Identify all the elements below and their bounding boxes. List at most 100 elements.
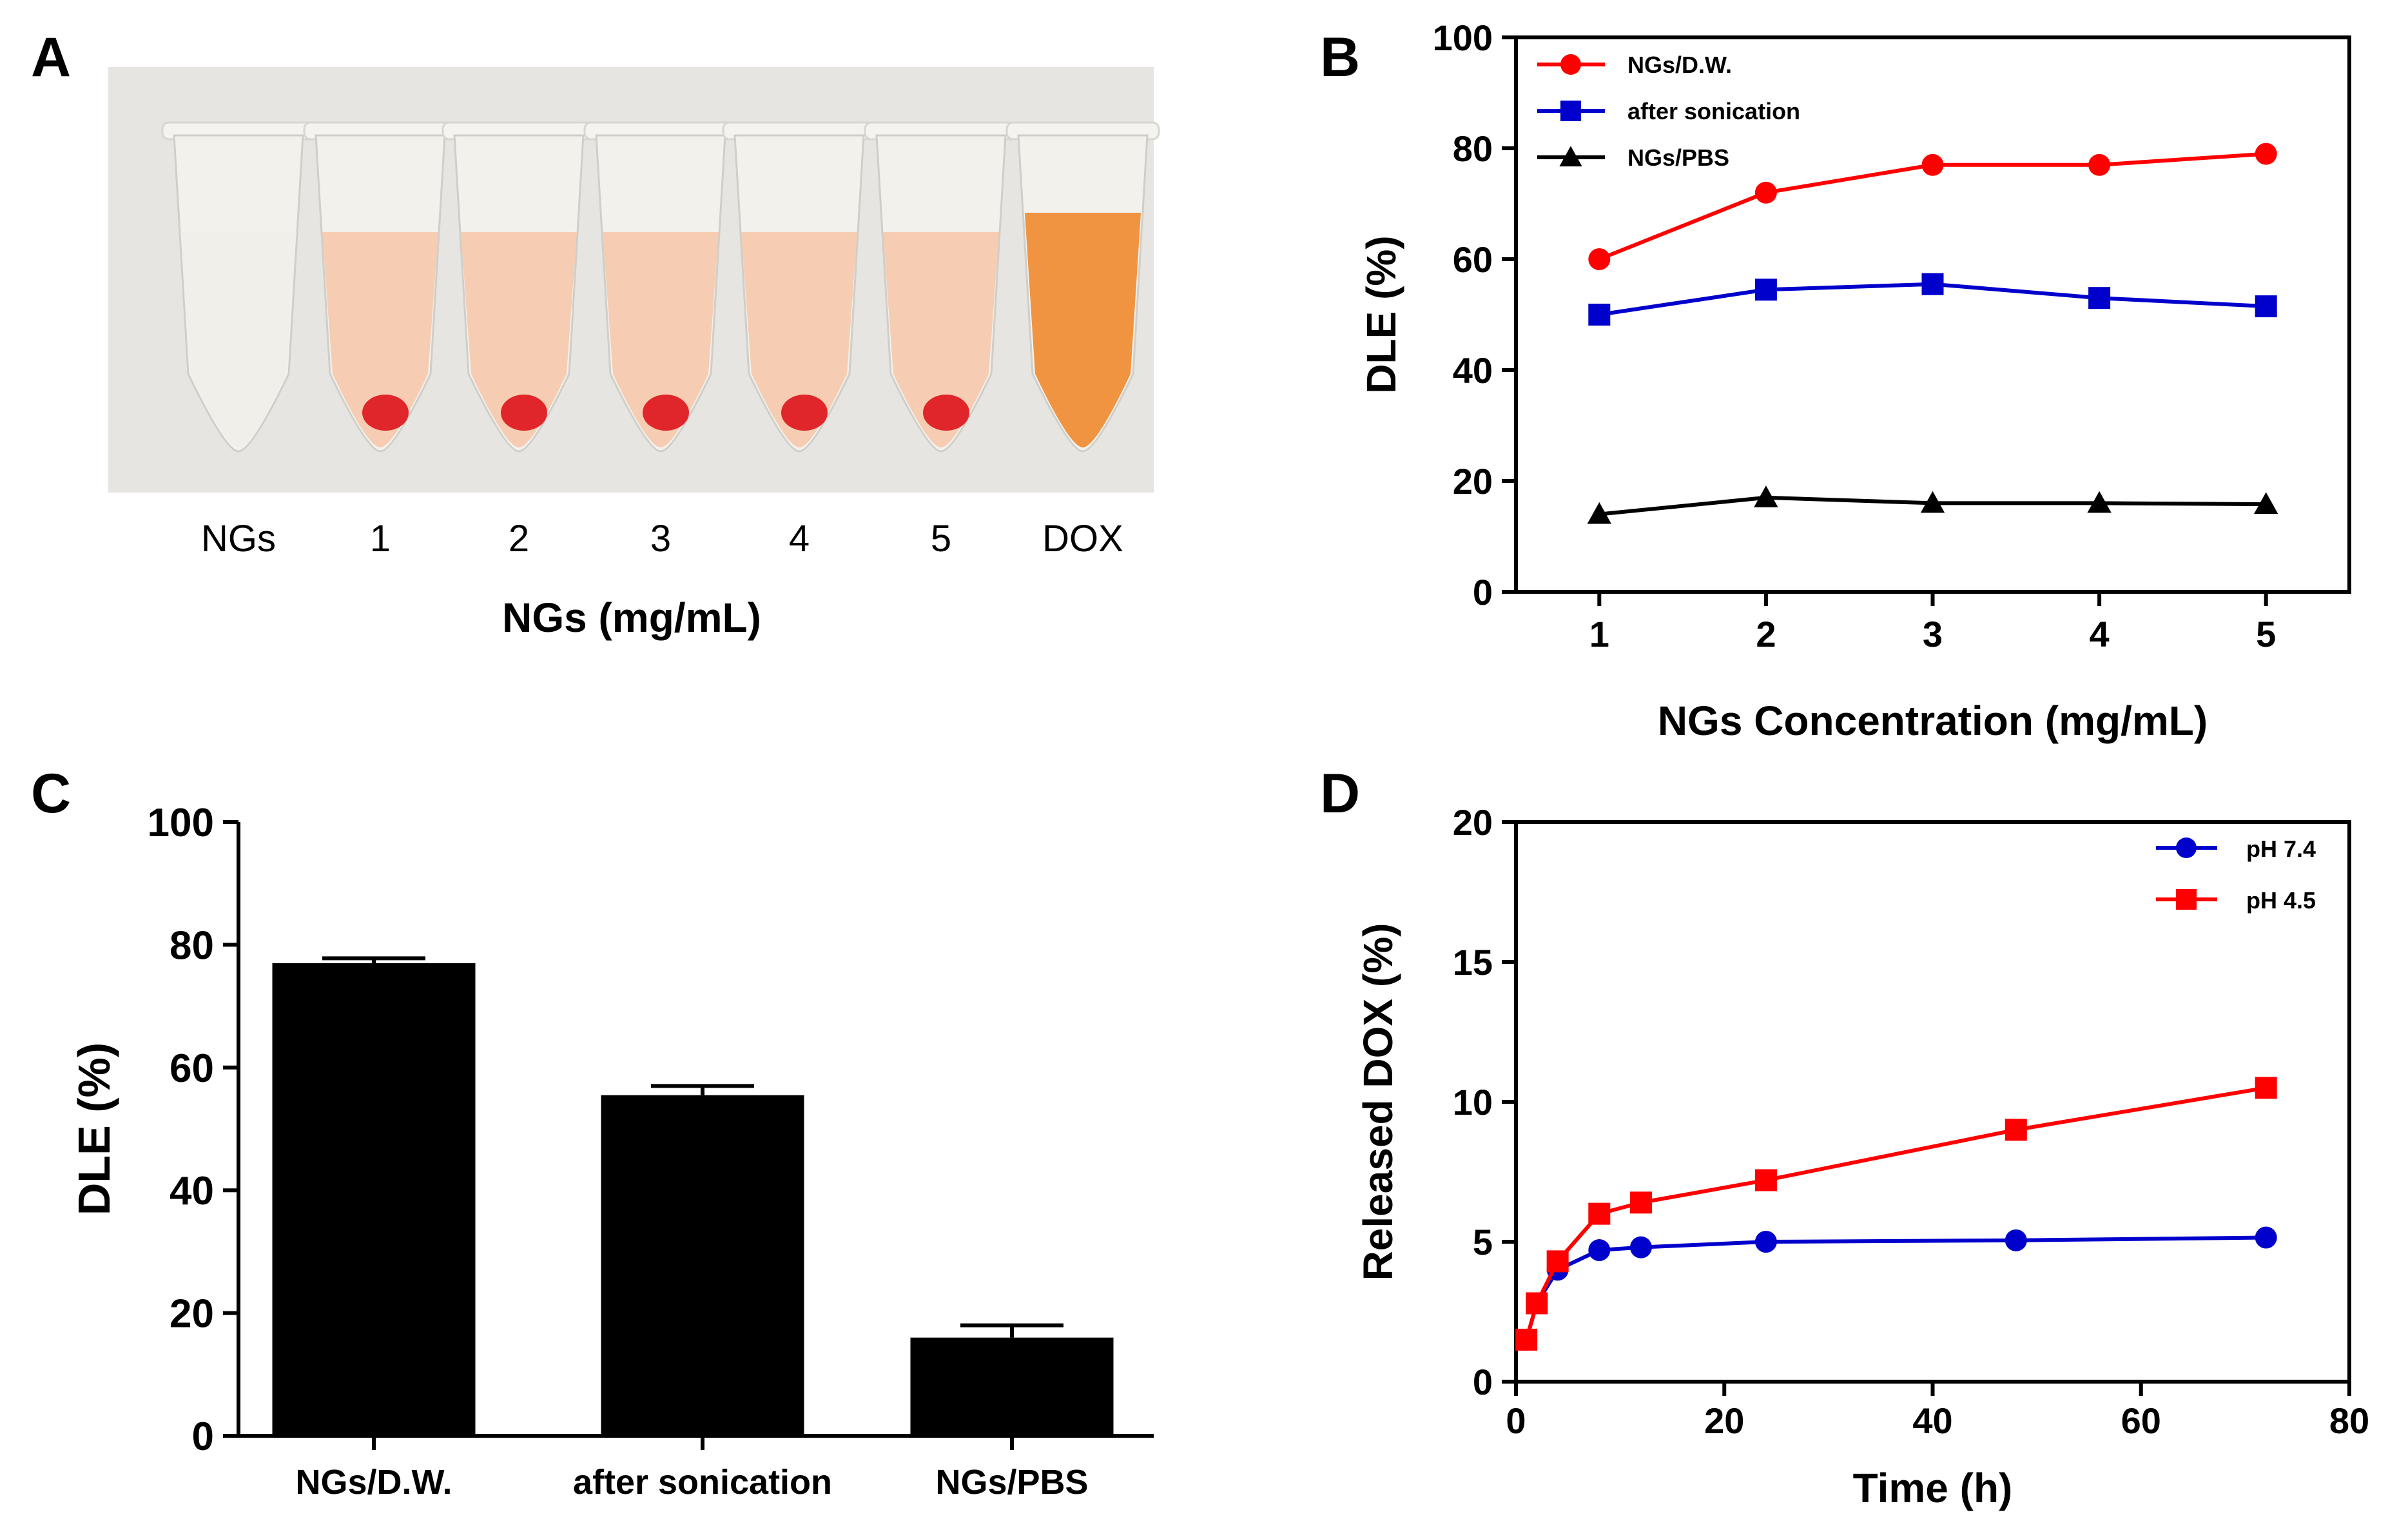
data-point	[2255, 295, 2277, 318]
tube	[583, 121, 738, 453]
chart-c: 0 20 40 60 80 100 DLE (%) NGs/D.W. after sonicat…	[69, 801, 1154, 1502]
bar	[601, 1095, 804, 1436]
data-point	[1629, 1191, 1652, 1214]
data-point	[2088, 153, 2111, 176]
legend-marker	[1560, 54, 1581, 75]
tube-liquid	[461, 232, 577, 447]
tube-label: 4	[789, 518, 810, 560]
data-point	[2088, 287, 2111, 309]
x-axis-label: NGs Concentration (mg/mL)	[1658, 698, 2208, 744]
tube-liquid	[741, 232, 857, 447]
tube-label: 1	[370, 518, 391, 560]
tube-label: DOX	[1042, 518, 1123, 560]
y-tick-label: 40	[170, 1169, 214, 1213]
tube-liquid	[322, 232, 438, 447]
data-point	[2087, 491, 2112, 513]
x-tick-label: 0	[1506, 1400, 1526, 1441]
legend-marker	[1560, 101, 1581, 121]
y-tick-label: 5	[1473, 1222, 1493, 1262]
data-point	[1754, 485, 1778, 507]
red-pellet	[923, 395, 969, 431]
tube	[1005, 121, 1160, 453]
red-pellet	[643, 395, 689, 431]
tube-label: 2	[509, 518, 529, 560]
data-point	[1754, 279, 1777, 301]
tube-liquid	[603, 232, 719, 447]
data-point	[1515, 1328, 1538, 1351]
panel-label-d: D	[1320, 763, 1360, 825]
data-point	[1921, 153, 1944, 176]
x-tick-label: 60	[2121, 1400, 2161, 1441]
data-point	[1754, 1169, 1777, 1191]
y-tick-label: 20	[1453, 461, 1493, 502]
panel-label-a: A	[31, 26, 71, 88]
x-tick-label: 20	[1704, 1400, 1744, 1441]
y-tick-label: 80	[170, 923, 214, 968]
tube-label: 3	[650, 518, 671, 560]
y-tick-label: 100	[1433, 17, 1493, 58]
y-tick-label: 80	[1453, 128, 1493, 169]
data-point	[2005, 1229, 2027, 1251]
data-point	[1921, 273, 1944, 295]
data-point	[1587, 502, 1611, 524]
panel-label-b: B	[1320, 26, 1360, 88]
bar	[272, 963, 476, 1436]
legend-marker	[2176, 837, 2197, 858]
x-tick-label: 5	[2256, 614, 2276, 654]
x-axis-label: Time (h)	[1853, 1465, 2013, 1511]
tube-label: 5	[931, 518, 951, 560]
data-point	[1920, 491, 1945, 513]
data-point	[1526, 1292, 1548, 1315]
legend-marker	[2176, 889, 2197, 910]
tube-label: NGs	[201, 518, 276, 560]
y-axis-label: DLE (%)	[69, 1043, 119, 1215]
chart-d: 0 5 10 15 20 0 20 40 60 80 Released DOX (%) Time (h…	[1355, 802, 2369, 1511]
y-tick-label: 0	[192, 1415, 214, 1459]
data-point	[2005, 1119, 2027, 1141]
red-pellet	[501, 395, 547, 431]
legend-label: pH 4.5	[2246, 887, 2316, 914]
tube	[864, 121, 1018, 453]
series-line-square	[1524, 1086, 2267, 1340]
y-tick-label: 20	[1453, 802, 1493, 843]
data-point	[1588, 1239, 1611, 1262]
x-tick-label: 4	[2090, 614, 2110, 654]
category-label: after sonication	[573, 1463, 832, 1502]
y-tick-label: 0	[1473, 572, 1493, 612]
y-tick-label: 40	[1453, 350, 1493, 391]
photo-x-axis-label: NGs (mg/mL)	[502, 594, 761, 641]
chart-b-frame	[1514, 35, 2351, 594]
tube-photo: NGs 1 2 3 4 5 DOX NGs (mg/mL)	[108, 67, 1160, 641]
legend-label: pH 7.4	[2246, 836, 2316, 862]
data-point	[2255, 1226, 2277, 1249]
legend-label: NGs/D.W.	[1627, 52, 1732, 78]
legend-label: NGs/PBS	[1627, 144, 1729, 171]
y-axis-label: DLE (%)	[1358, 235, 1404, 393]
data-point	[1588, 1202, 1611, 1225]
data-point	[1546, 1250, 1569, 1273]
data-point	[1754, 181, 1777, 204]
data-point	[1588, 248, 1611, 270]
category-label: NGs/D.W.	[295, 1463, 452, 1502]
data-point	[2254, 492, 2278, 514]
chart-d-frame	[1514, 820, 2351, 1384]
y-tick-label: 10	[1453, 1082, 1493, 1122]
tube	[722, 121, 877, 453]
y-tick-label: 15	[1453, 942, 1493, 983]
tube-liquid	[1025, 213, 1141, 447]
bar	[910, 1337, 1114, 1436]
red-pellet	[362, 395, 409, 431]
y-axis-label: Released DOX (%)	[1355, 923, 1401, 1281]
data-point	[2255, 1077, 2277, 1099]
red-pellet	[781, 395, 828, 431]
data-point	[2255, 142, 2277, 165]
tube-liquid	[883, 232, 999, 447]
tube	[442, 121, 596, 453]
y-tick-label: 0	[1473, 1362, 1493, 1402]
data-point	[1629, 1236, 1652, 1259]
x-tick-label: 80	[2329, 1400, 2369, 1441]
x-tick-label: 1	[1589, 614, 1609, 654]
chart-b: 0 20 40 60 80 100 1 2 3 4 5 DLE (%) NGs Concentratio…	[1358, 17, 2351, 744]
x-tick-label: 2	[1756, 614, 1776, 654]
